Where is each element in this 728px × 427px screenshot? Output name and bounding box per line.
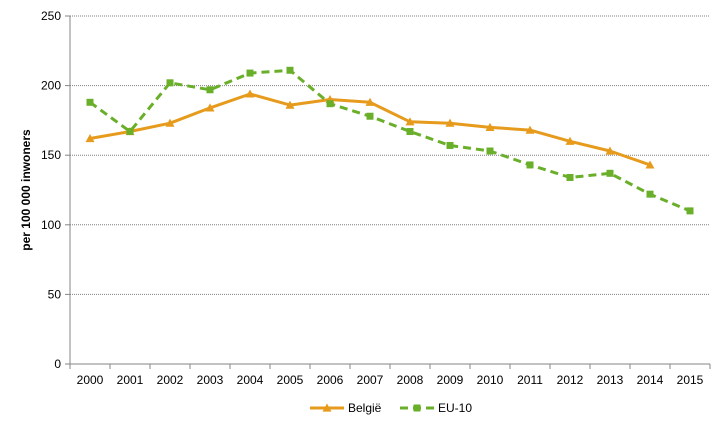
data-point-triangle <box>322 403 332 412</box>
data-point-square <box>86 98 94 106</box>
data-point-triangle <box>285 100 295 109</box>
x-tick-label: 2003 <box>197 373 224 387</box>
x-tick-label: 2010 <box>477 373 504 387</box>
x-tick-label: 2004 <box>237 373 264 387</box>
data-point-triangle <box>85 133 95 143</box>
gridlines <box>70 15 710 295</box>
data-point-square <box>526 161 534 169</box>
x-tick-label: 2015 <box>677 373 704 387</box>
x-tick-label: 2007 <box>357 373 384 387</box>
data-point-triangle <box>485 122 495 131</box>
legend-label: EU-10 <box>438 401 472 415</box>
legend-item: België <box>310 401 382 415</box>
x-tick-label: 2002 <box>157 373 184 387</box>
data-point-square <box>166 79 174 87</box>
data-point-square <box>686 207 694 215</box>
x-tick-labels: 2000 2001 2002 2003 2004 2005 2006 2007 2008 2009… <box>77 373 704 387</box>
data-point-square <box>126 128 134 136</box>
y-tick-labels: 0 50 100 150 200 250 <box>41 9 61 371</box>
data-point-square <box>326 100 334 108</box>
x-tick-label: 2000 <box>77 373 104 387</box>
data-point-triangle <box>645 160 655 169</box>
x-tick-label: 2005 <box>277 373 304 387</box>
x-tick-label: 2013 <box>597 373 624 387</box>
series-markers <box>85 66 694 215</box>
y-tick-label: 0 <box>54 357 61 371</box>
data-point-square <box>413 404 421 412</box>
y-tick-label: 200 <box>41 79 61 93</box>
data-point-triangle <box>405 117 415 126</box>
data-point-triangle <box>565 136 575 145</box>
y-tick-label: 50 <box>48 287 62 301</box>
data-point-square <box>606 169 614 177</box>
y-tick-label: 250 <box>41 9 61 23</box>
series-lines <box>89 68 691 213</box>
y-tick-label: 100 <box>41 218 61 232</box>
legend: België EU-10 <box>310 401 472 415</box>
y-axis-title: per 100 000 inwoners <box>19 129 33 251</box>
data-point-triangle <box>165 118 175 127</box>
x-tick-label: 2001 <box>117 373 144 387</box>
x-tick-label: 2011 <box>517 373 543 387</box>
data-point-triangle <box>525 125 535 134</box>
x-tick-label: 2009 <box>437 373 464 387</box>
legend-item: EU-10 <box>400 401 472 415</box>
data-point-square <box>486 147 494 155</box>
y-tick-label: 150 <box>41 148 61 162</box>
data-point-square <box>646 190 654 198</box>
data-point-square <box>366 112 374 120</box>
data-point-square <box>446 141 454 149</box>
axes <box>65 15 711 369</box>
data-point-square <box>246 69 254 77</box>
data-point-square <box>206 86 214 94</box>
legend-label: België <box>348 401 382 415</box>
series-line-dashed <box>89 68 691 213</box>
data-point-triangle <box>205 103 215 112</box>
data-point-triangle <box>605 146 615 155</box>
data-point-triangle <box>245 89 255 98</box>
x-tick-label: 2006 <box>317 373 344 387</box>
data-point-triangle <box>445 118 455 127</box>
x-tick-label: 2014 <box>637 373 664 387</box>
data-point-square <box>286 66 294 74</box>
x-tick-label: 2008 <box>397 373 424 387</box>
data-point-square <box>406 128 414 136</box>
x-tick-label: 2012 <box>557 373 584 387</box>
data-point-square <box>566 173 574 181</box>
data-point-triangle <box>365 97 375 106</box>
